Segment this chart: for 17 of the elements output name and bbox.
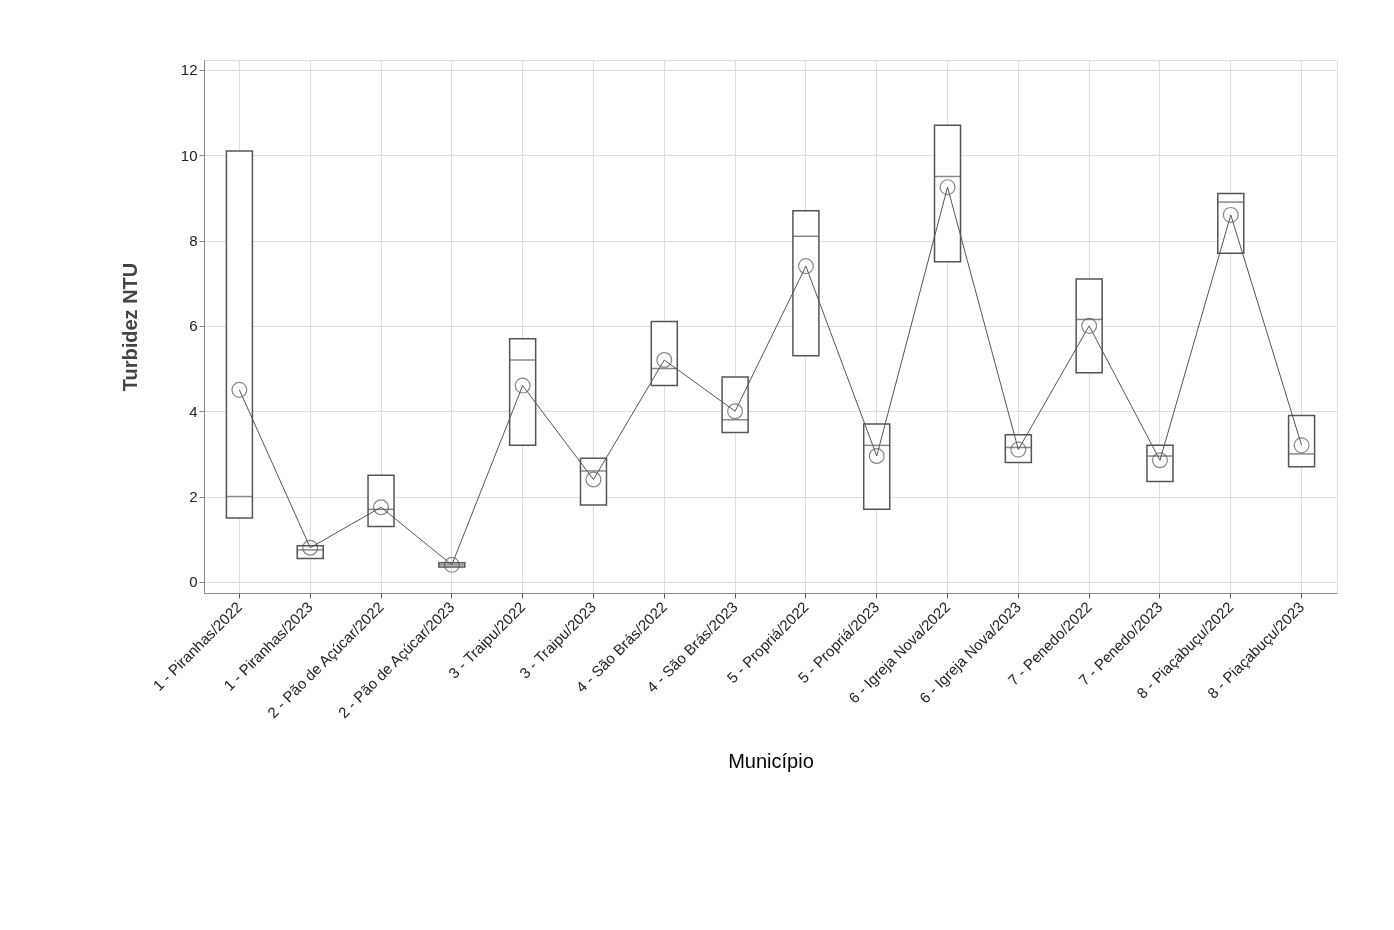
y-tick-label: 0 [189,573,198,591]
point [797,258,814,275]
point [514,377,531,394]
y-tick-label: 8 [189,232,198,250]
y-tick-label: 4 [189,402,198,420]
point [302,539,319,556]
x-axis-title: Município [728,749,814,772]
point [231,381,248,398]
y-tick-label: 12 [180,61,198,79]
point [443,556,460,573]
point [939,179,956,196]
y-tick-label: 10 [180,146,198,164]
y-axis-title: Turbidez NTU [118,262,141,392]
point [1081,317,1098,334]
y-tick-label: 2 [189,488,198,506]
y-tick-label: 6 [189,317,198,335]
point [868,448,885,465]
